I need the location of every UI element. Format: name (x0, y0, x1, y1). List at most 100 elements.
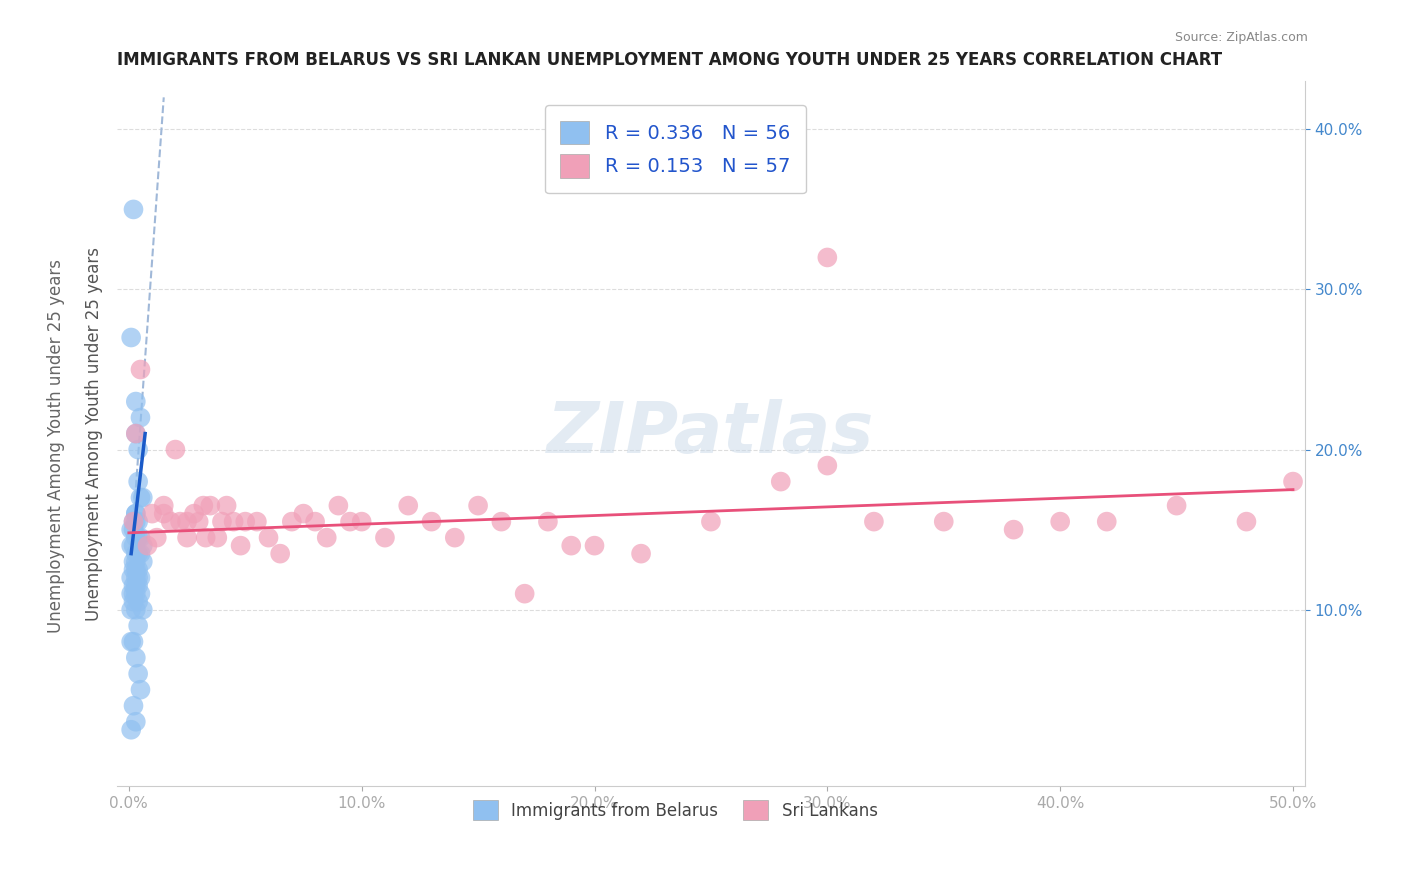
Point (125, 571, 148, 585)
Point (339, 515, 361, 529)
Point (211, 515, 233, 529)
Point (125, 555, 148, 569)
Point (127, 618, 149, 632)
Point (122, 634, 145, 648)
Point (122, 555, 145, 569)
Point (863, 515, 886, 529)
Point (127, 442, 149, 457)
Text: ZIPatlas: ZIPatlas (547, 399, 875, 468)
Point (136, 539, 159, 553)
Point (246, 515, 269, 529)
Point (125, 426, 148, 441)
Point (120, 634, 142, 648)
Point (222, 515, 245, 529)
Point (129, 587, 152, 601)
Point (194, 531, 217, 545)
Point (127, 547, 149, 561)
Point (159, 515, 181, 529)
Point (132, 555, 155, 569)
Point (120, 523, 142, 537)
Point (229, 539, 252, 553)
Point (491, 515, 513, 529)
Point (127, 531, 149, 545)
Point (132, 539, 155, 553)
Point (125, 563, 148, 577)
Point (328, 499, 350, 513)
Point (129, 362, 152, 376)
Point (169, 515, 191, 529)
Point (129, 547, 152, 561)
Point (200, 499, 222, 513)
Point (187, 515, 209, 529)
Point (125, 426, 148, 441)
Point (513, 587, 536, 601)
Text: Unemployment Among Youth under 25 years: Unemployment Among Youth under 25 years (48, 259, 65, 633)
Point (125, 515, 148, 529)
Point (396, 499, 419, 513)
Point (152, 507, 174, 521)
Point (127, 595, 149, 609)
Point (815, 251, 838, 265)
Legend: Immigrants from Belarus, Sri Lankans: Immigrants from Belarus, Sri Lankans (460, 787, 891, 834)
Point (125, 650, 148, 665)
Point (122, 515, 145, 529)
Point (932, 515, 955, 529)
Point (315, 531, 337, 545)
Point (374, 531, 396, 545)
Point (120, 539, 142, 553)
Point (233, 515, 256, 529)
Text: Source: ZipAtlas.com: Source: ZipAtlas.com (1174, 31, 1308, 45)
Point (1282, 475, 1305, 489)
Point (1002, 523, 1025, 537)
Point (176, 531, 198, 545)
Point (122, 515, 145, 529)
Point (304, 515, 326, 529)
Point (120, 330, 142, 344)
Point (467, 499, 489, 513)
Point (125, 394, 148, 409)
Point (127, 515, 149, 529)
Point (215, 499, 238, 513)
Point (125, 507, 148, 521)
Point (583, 539, 606, 553)
Point (120, 571, 142, 585)
Point (269, 547, 291, 561)
Point (292, 507, 315, 521)
Point (127, 666, 149, 681)
Point (769, 475, 792, 489)
Point (1049, 515, 1071, 529)
Point (120, 723, 142, 737)
Point (122, 539, 145, 553)
Point (125, 507, 148, 521)
Point (127, 571, 149, 585)
Point (537, 515, 560, 529)
Point (125, 587, 148, 601)
Point (125, 602, 148, 616)
Point (122, 202, 145, 217)
Text: IMMIGRANTS FROM BELARUS VS SRI LANKAN UNEMPLOYMENT AMONG YOUTH UNDER 25 YEARS CO: IMMIGRANTS FROM BELARUS VS SRI LANKAN UN… (117, 51, 1222, 69)
Point (560, 539, 582, 553)
Point (125, 531, 148, 545)
Point (129, 491, 152, 505)
Point (122, 523, 145, 537)
Point (127, 563, 149, 577)
Point (630, 547, 652, 561)
Point (443, 531, 465, 545)
Y-axis label: Unemployment Among Youth under 25 years: Unemployment Among Youth under 25 years (86, 246, 103, 621)
Point (120, 602, 142, 616)
Point (281, 515, 304, 529)
Point (125, 714, 148, 729)
Point (125, 579, 148, 593)
Point (141, 507, 163, 521)
Point (207, 531, 229, 545)
Point (146, 531, 169, 545)
Point (122, 698, 145, 713)
Point (120, 587, 142, 601)
Point (176, 515, 198, 529)
Point (127, 475, 149, 489)
Point (165, 442, 187, 457)
Point (152, 499, 174, 513)
Point (700, 515, 723, 529)
Point (129, 410, 152, 425)
Point (1236, 515, 1258, 529)
